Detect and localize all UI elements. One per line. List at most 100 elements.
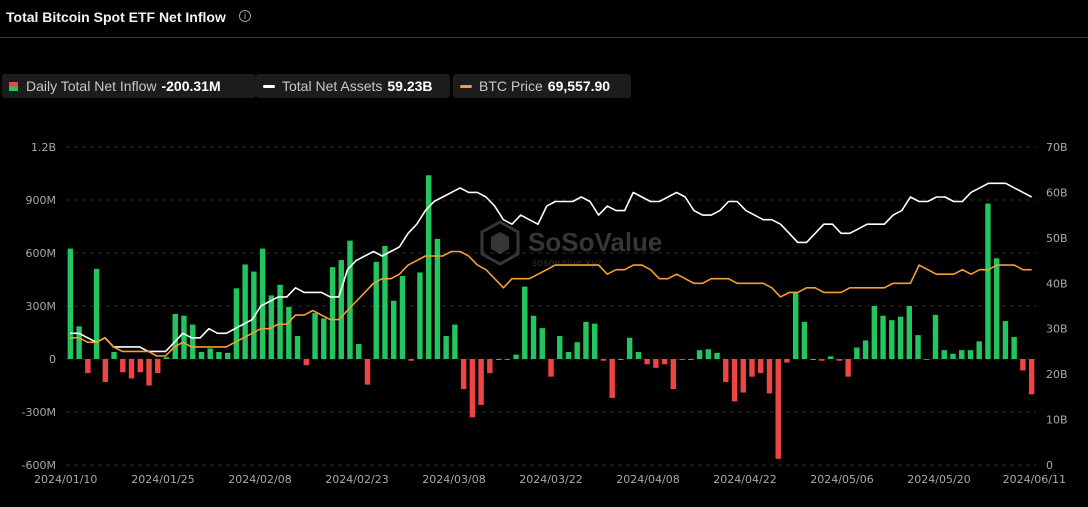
inflow-bar[interactable] — [286, 306, 292, 359]
inflow-bar[interactable] — [417, 272, 423, 359]
inflow-bar[interactable] — [661, 359, 668, 365]
inflow-bar[interactable] — [967, 350, 974, 359]
inflow-bar[interactable] — [93, 268, 100, 359]
inflow-bar[interactable] — [504, 359, 511, 360]
inflow-bar[interactable] — [478, 359, 484, 405]
inflow-bar[interactable] — [347, 240, 353, 359]
inflow-bar[interactable] — [591, 323, 598, 359]
inflow-bar[interactable] — [915, 335, 921, 359]
inflow-bar[interactable] — [1002, 321, 1009, 359]
inflow-bar[interactable] — [775, 359, 781, 459]
inflow-bar[interactable] — [190, 324, 196, 359]
inflow-bar[interactable] — [574, 342, 580, 359]
inflow-bar[interactable] — [670, 359, 677, 390]
inflow-bar[interactable] — [443, 336, 449, 359]
inflow-bar[interactable] — [382, 245, 388, 359]
inflow-bar[interactable] — [609, 359, 615, 398]
inflow-bar[interactable] — [836, 359, 843, 361]
inflow-bar[interactable] — [784, 359, 790, 363]
inflow-bar[interactable] — [513, 354, 519, 359]
inflow-bar[interactable] — [163, 357, 170, 359]
inflow-bar[interactable] — [635, 351, 642, 359]
inflow-bar[interactable] — [880, 315, 886, 359]
inflow-bar[interactable] — [653, 359, 659, 368]
inflow-bar[interactable] — [950, 353, 956, 359]
inflow-bar[interactable] — [251, 271, 257, 359]
inflow-bar[interactable] — [548, 359, 554, 377]
inflow-bar[interactable] — [303, 359, 310, 366]
inflow-bar[interactable] — [198, 351, 205, 359]
inflow-bar[interactable] — [85, 359, 91, 374]
inflow-bar[interactable] — [338, 260, 344, 359]
inflow-bar[interactable] — [373, 261, 379, 359]
inflow-bar[interactable] — [1028, 359, 1035, 395]
inflow-bar[interactable] — [626, 337, 633, 359]
inflow-bar[interactable] — [128, 359, 135, 379]
inflow-bar[interactable] — [390, 300, 397, 359]
inflow-bar[interactable] — [146, 359, 152, 386]
inflow-bar[interactable] — [111, 351, 117, 359]
legend-daily-net-inflow[interactable]: Daily Total Net Inflow -200.31M — [2, 74, 256, 98]
inflow-bar[interactable] — [976, 341, 982, 359]
inflow-bar[interactable] — [399, 275, 406, 359]
inflow-bar[interactable] — [993, 258, 1000, 359]
inflow-bar[interactable] — [600, 359, 607, 361]
inflow-bar[interactable] — [941, 350, 947, 359]
info-icon[interactable]: i — [239, 10, 251, 22]
inflow-bar[interactable] — [321, 318, 327, 359]
inflow-bar[interactable] — [137, 359, 143, 373]
inflow-bar[interactable] — [487, 359, 493, 374]
inflow-bar[interactable] — [862, 340, 869, 359]
inflow-bar[interactable] — [932, 314, 939, 359]
inflow-bar[interactable] — [924, 359, 930, 360]
inflow-bar[interactable] — [740, 359, 746, 393]
inflow-bar[interactable] — [1011, 336, 1017, 359]
inflow-bar[interactable] — [897, 316, 904, 359]
legend-total-net-assets[interactable]: Total Net Assets 59.23B — [256, 74, 450, 98]
inflow-bar[interactable] — [801, 321, 808, 359]
inflow-bar[interactable] — [530, 315, 537, 359]
inflow-bar[interactable] — [356, 343, 362, 359]
inflow-bar[interactable] — [1020, 359, 1026, 371]
inflow-bar[interactable] — [906, 306, 912, 359]
inflow-bar[interactable] — [959, 350, 965, 359]
inflow-bar[interactable] — [460, 359, 467, 390]
inflow-bar[interactable] — [688, 359, 694, 360]
inflow-bar[interactable] — [854, 347, 860, 359]
inflow-bar[interactable] — [67, 248, 74, 359]
inflow-bar[interactable] — [696, 350, 703, 359]
inflow-bar[interactable] — [216, 351, 222, 359]
inflow-bar[interactable] — [819, 359, 825, 361]
inflow-bar[interactable] — [76, 326, 82, 359]
inflow-bar[interactable] — [845, 359, 851, 377]
total-net-assets-line[interactable] — [70, 182, 1033, 353]
inflow-bar[interactable] — [181, 315, 187, 359]
inflow-bar[interactable] — [644, 359, 650, 365]
inflow-bar[interactable] — [294, 336, 301, 359]
inflow-bar[interactable] — [723, 359, 729, 382]
inflow-bar[interactable] — [329, 267, 336, 359]
inflow-bar[interactable] — [120, 359, 126, 373]
inflow-bar[interactable] — [469, 359, 476, 418]
inflow-bar[interactable] — [408, 359, 414, 361]
inflow-bar[interactable] — [705, 349, 712, 359]
inflow-bar[interactable] — [758, 359, 764, 374]
inflow-bar[interactable] — [792, 292, 799, 359]
inflow-bar[interactable] — [452, 324, 458, 359]
inflow-bar[interactable] — [522, 286, 528, 359]
inflow-bar[interactable] — [766, 359, 773, 394]
inflow-bar[interactable] — [242, 264, 248, 359]
inflow-bar[interactable] — [207, 348, 213, 359]
inflow-bar[interactable] — [889, 320, 895, 359]
inflow-bar[interactable] — [233, 288, 240, 359]
inflow-bar[interactable] — [618, 359, 624, 360]
inflow-bar[interactable] — [102, 359, 109, 382]
inflow-bar[interactable] — [155, 359, 161, 374]
inflow-bar[interactable] — [557, 336, 563, 359]
inflow-bar[interactable] — [749, 359, 755, 377]
inflow-bar[interactable] — [714, 352, 720, 359]
inflow-bar[interactable] — [425, 175, 432, 359]
inflow-bar[interactable] — [827, 356, 834, 359]
inflow-bar[interactable] — [495, 359, 502, 360]
